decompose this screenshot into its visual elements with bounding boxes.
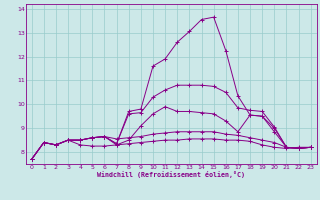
X-axis label: Windchill (Refroidissement éolien,°C): Windchill (Refroidissement éolien,°C) — [97, 171, 245, 178]
